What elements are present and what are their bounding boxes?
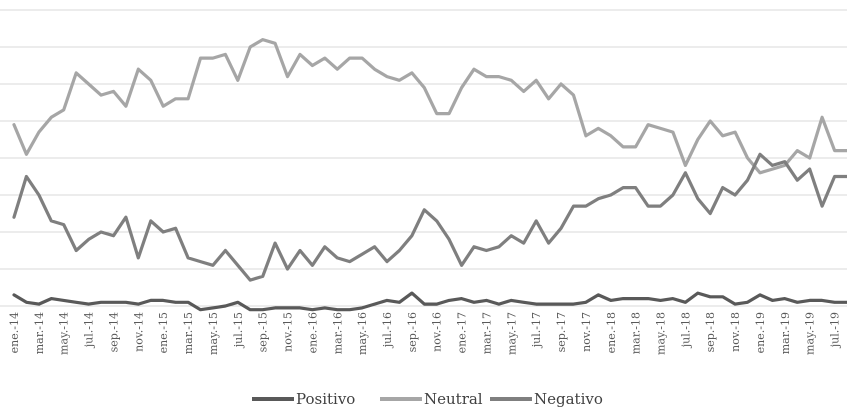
legend: Positivo Neutral Negativo — [252, 390, 603, 408]
x-tick-label: sep.-17 — [555, 312, 568, 352]
x-tick-label: ene.-17 — [456, 312, 469, 353]
legend-label-positivo: Positivo — [296, 390, 355, 408]
x-tick-label: mar.-14 — [33, 312, 46, 354]
x-tick-label: mar.-17 — [480, 312, 493, 354]
x-tick-label: mar.-16 — [331, 312, 344, 354]
x-tick-label: may.-17 — [505, 312, 518, 355]
x-tick-label: mar.-19 — [779, 312, 792, 354]
x-tick-label: jul.-16 — [381, 312, 394, 349]
x-tick-label: nov.-18 — [729, 312, 742, 352]
x-axis-tick-labels: ene.-14 mar.-14 may.-14 jul.-14 sep.-14 nov.-… — [8, 312, 842, 355]
x-tick-label: nov.-16 — [431, 312, 444, 352]
x-tick-label: nov.-17 — [580, 312, 593, 352]
x-tick-label: jul.-19 — [829, 312, 842, 349]
legend-label-neutral: Neutral — [424, 390, 483, 408]
x-tick-label: ene.-19 — [754, 312, 767, 353]
x-tick-label: ene.-16 — [306, 312, 319, 353]
x-tick-label: may.-19 — [804, 312, 817, 355]
legend-label-negativo: Negativo — [534, 390, 603, 408]
x-tick-label: jul.-18 — [679, 312, 692, 349]
x-tick-label: sep.-16 — [406, 312, 419, 352]
x-tick-label: sep.-18 — [704, 312, 717, 352]
x-tick-label: sep.-14 — [107, 312, 120, 352]
x-tick-label: sep.-15 — [257, 312, 270, 352]
x-tick-label: mar.-15 — [182, 312, 195, 354]
x-tick-label: mar.-18 — [630, 312, 643, 354]
gridlines — [0, 9, 847, 307]
x-tick-label: may.-18 — [655, 312, 668, 355]
x-tick-label: nov.-14 — [132, 312, 145, 352]
x-tick-label: jul.-15 — [232, 312, 245, 349]
x-tick-label: may.-15 — [207, 312, 220, 355]
x-tick-label: may.-16 — [356, 312, 369, 355]
series-lines — [12, 37, 847, 312]
x-tick-label: jul.-17 — [530, 312, 543, 349]
x-tick-label: ene.-18 — [605, 312, 618, 353]
x-tick-label: ene.-15 — [157, 312, 170, 353]
series-line-positivo — [12, 291, 847, 312]
x-tick-label: jul.-14 — [83, 312, 96, 349]
x-tick-label: nov.-15 — [282, 312, 295, 352]
x-tick-label: may.-14 — [58, 312, 71, 355]
series-line-neutral — [12, 37, 847, 175]
series-line-negativo — [12, 152, 847, 282]
x-tick-label: ene.-14 — [8, 312, 21, 353]
